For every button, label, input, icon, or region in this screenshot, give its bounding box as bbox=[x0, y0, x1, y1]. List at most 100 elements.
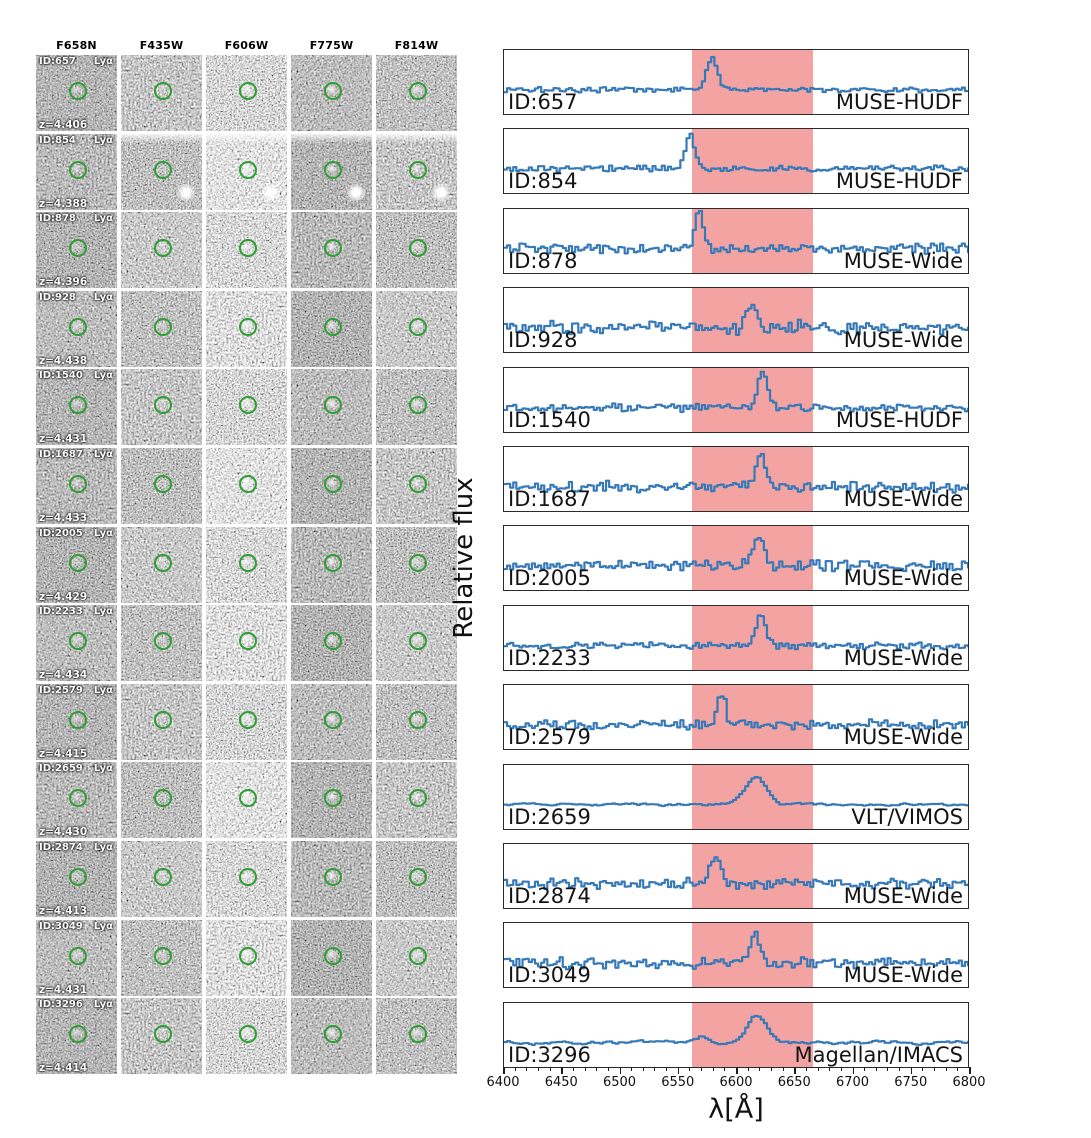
spectrum-survey-label: MUSE-Wide bbox=[843, 645, 963, 670]
spectrum-panel: ID:1687 MUSE-Wide bbox=[503, 446, 969, 512]
x-major-tick bbox=[503, 1067, 505, 1074]
edge-artifact-streak bbox=[376, 133, 457, 143]
cutout-line-label: Lyα bbox=[93, 449, 113, 460]
cutout-line-label: Lyα bbox=[93, 842, 113, 853]
bright-star-blob bbox=[260, 183, 282, 201]
spectrum-panel: ID:878 MUSE-Wide bbox=[503, 207, 969, 274]
cutout-stamp bbox=[121, 212, 202, 289]
source-marker-circle bbox=[408, 81, 427, 100]
cutout-stamp bbox=[206, 448, 287, 524]
filter-band-overlay bbox=[691, 367, 813, 432]
source-marker-circle bbox=[408, 710, 427, 729]
source-marker-circle bbox=[68, 553, 87, 572]
cutout-line-label: Lyα bbox=[93, 213, 113, 225]
source-marker-circle bbox=[323, 160, 342, 179]
cutout-id-label: ID:928 bbox=[39, 291, 76, 303]
edge-artifact-streak bbox=[121, 133, 202, 143]
x-major-tick bbox=[794, 1067, 796, 1074]
cutout-stamp: ID:2005 Lyα z=4.429 bbox=[36, 526, 117, 603]
x-minor-tick bbox=[526, 1067, 528, 1071]
spectrum-survey-label: MUSE-Wide bbox=[843, 487, 963, 511]
filter-band-overlay bbox=[691, 288, 813, 353]
cutout-redshift-label: z=4.429 bbox=[39, 590, 88, 603]
x-minor-tick bbox=[514, 1067, 516, 1071]
cutout-stamp bbox=[121, 841, 202, 917]
spectrum-id-label: ID:3296 bbox=[508, 1042, 591, 1067]
filter-band-overlay bbox=[691, 129, 813, 194]
x-major-tick bbox=[677, 1067, 680, 1074]
cutout-stamp: ID:2579 Lyα z=4.415 bbox=[36, 683, 117, 760]
x-minor-tick bbox=[654, 1067, 656, 1071]
source-marker-circle bbox=[408, 160, 427, 179]
bright-star-blob bbox=[430, 183, 452, 201]
cutout-stamp bbox=[121, 290, 202, 367]
cutout-id-label: ID:2874 bbox=[39, 842, 83, 853]
source-marker-circle bbox=[68, 317, 87, 336]
source-marker-circle bbox=[238, 553, 257, 572]
spectrum-panel: ID:3049 MUSE-Wide bbox=[503, 922, 969, 989]
cutout-stamp bbox=[376, 998, 457, 1075]
x-minor-tick bbox=[642, 1067, 644, 1071]
cutout-stamp: ID:657 Lyα z=4.406 bbox=[36, 55, 117, 131]
x-minor-tick bbox=[537, 1067, 539, 1071]
cutout-stamp bbox=[291, 369, 372, 446]
source-marker-circle bbox=[408, 1025, 427, 1044]
filter-header-f814w: F814W bbox=[394, 39, 439, 52]
cutout-stamp bbox=[121, 133, 202, 210]
source-marker-circle bbox=[153, 1025, 172, 1044]
spectrum-line bbox=[504, 695, 968, 731]
cutout-redshift-label: z=4.431 bbox=[39, 983, 88, 996]
spectrum-survey-label: MUSE-Wide bbox=[843, 963, 963, 988]
cutout-stamp bbox=[206, 998, 287, 1075]
source-marker-circle bbox=[323, 317, 342, 336]
source-marker-circle bbox=[408, 632, 427, 651]
filter-band-overlay bbox=[691, 1002, 813, 1067]
cutout-stamp bbox=[121, 762, 202, 839]
x-major-tick bbox=[561, 1067, 563, 1074]
cutout-stamp bbox=[376, 841, 457, 917]
cutout-stamp bbox=[291, 998, 372, 1075]
cutout-id-label: ID:3049 bbox=[39, 920, 83, 932]
filter-band-overlay bbox=[691, 447, 813, 511]
cutout-stamp bbox=[206, 55, 287, 131]
cutout-line-label: Lyα bbox=[93, 291, 113, 303]
filter-band-overlay bbox=[691, 764, 813, 829]
cutout-stamp bbox=[376, 683, 457, 760]
cutout-id-label: ID:2659 bbox=[39, 763, 83, 775]
spectrum-line bbox=[504, 303, 968, 337]
spectrum-line bbox=[504, 856, 968, 891]
spectrum-survey-label: MUSE-Wide bbox=[843, 884, 963, 908]
x-minor-tick bbox=[934, 1067, 936, 1071]
cutout-stamp bbox=[206, 919, 287, 996]
cutout-stamp bbox=[376, 212, 457, 289]
x-minor-tick bbox=[724, 1067, 726, 1071]
spectrum-panel: ID:1540 MUSE-HUDF bbox=[503, 366, 969, 433]
source-marker-circle bbox=[153, 160, 172, 179]
x-minor-tick bbox=[957, 1067, 959, 1071]
source-marker-circle bbox=[408, 317, 427, 336]
cutout-redshift-label: z=4.433 bbox=[39, 512, 88, 524]
source-marker-circle bbox=[153, 867, 172, 886]
spectrum-line bbox=[504, 132, 968, 174]
cutout-stamp bbox=[291, 605, 372, 682]
bright-star-blob bbox=[345, 183, 367, 201]
x-minor-tick bbox=[887, 1067, 889, 1071]
spectrum-id-label: ID:878 bbox=[508, 248, 578, 273]
cutout-stamp bbox=[206, 290, 287, 367]
cutout-line-label: Lyα bbox=[93, 763, 113, 775]
cutout-stamp bbox=[376, 605, 457, 682]
source-marker-circle bbox=[323, 867, 342, 886]
spectrum-line bbox=[504, 775, 968, 807]
cutout-stamp bbox=[291, 683, 372, 760]
source-marker-circle bbox=[153, 239, 172, 258]
cutout-stamp bbox=[206, 369, 287, 446]
cutout-stamp: ID:1687 Lyα z=4.433 bbox=[36, 448, 117, 524]
cutout-stamp bbox=[291, 55, 372, 131]
x-minor-tick bbox=[782, 1067, 784, 1071]
spectrum-id-label: ID:928 bbox=[508, 328, 578, 353]
filter-band-overlay bbox=[691, 844, 813, 908]
cutout-stamp bbox=[121, 683, 202, 760]
source-marker-circle bbox=[153, 789, 172, 808]
cutout-line-label: Lyα bbox=[93, 684, 113, 696]
x-minor-tick bbox=[631, 1067, 633, 1071]
